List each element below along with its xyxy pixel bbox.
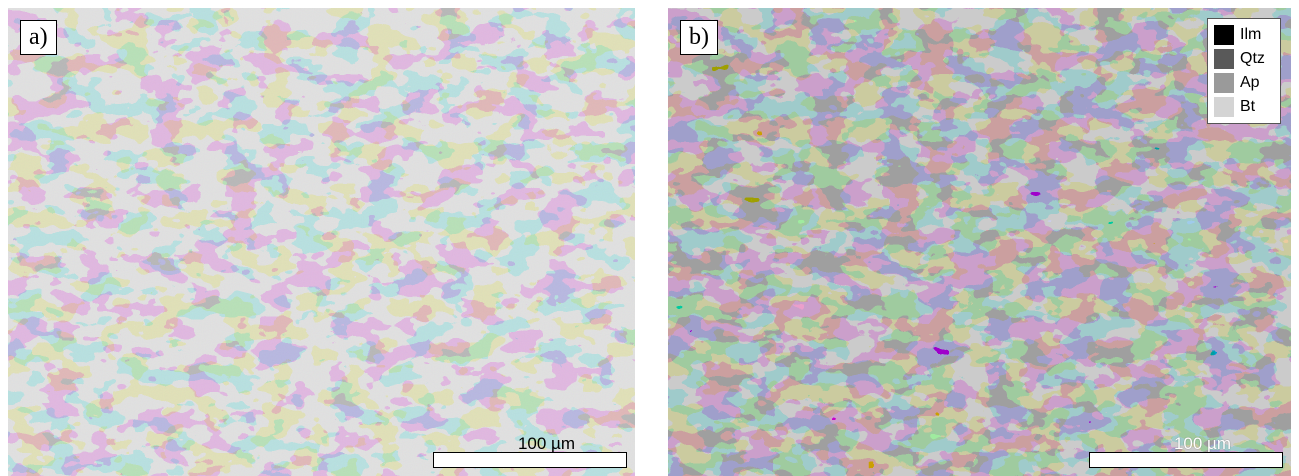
panel-a-scalebar [433, 452, 627, 468]
panel-a-label: a) [20, 20, 57, 55]
panel-a-scalebar-label: 100 µm [517, 434, 575, 453]
legend-label-bt: Bt [1240, 98, 1256, 115]
panel-a-micrograph: a) 100 µm [8, 8, 635, 476]
panel-b-texture [668, 8, 1291, 476]
legend-swatch-qtz [1214, 49, 1234, 69]
legend-item-bt: Bt [1214, 95, 1274, 119]
panel-b-scalebar [1089, 452, 1283, 468]
legend-swatch-bt [1214, 97, 1234, 117]
legend-label-ap: Ap [1240, 74, 1260, 91]
panel-b-label: b) [680, 20, 718, 55]
legend-label-qtz: Qtz [1240, 50, 1265, 67]
legend-swatch-ap [1214, 73, 1234, 93]
panel-a-texture [8, 8, 635, 476]
legend-item-ap: Ap [1214, 71, 1274, 95]
legend-swatch-ilm [1214, 25, 1234, 45]
panel-b-phase-map: b) Ilm Qtz Ap Bt 100 µm [668, 8, 1291, 476]
legend-label-ilm: Ilm [1240, 26, 1262, 43]
panel-b-scalebar-label: 100 µm [1173, 434, 1231, 453]
legend-item-qtz: Qtz [1214, 47, 1274, 71]
phase-legend: Ilm Qtz Ap Bt [1207, 18, 1281, 124]
legend-item-ilm: Ilm [1214, 23, 1274, 47]
